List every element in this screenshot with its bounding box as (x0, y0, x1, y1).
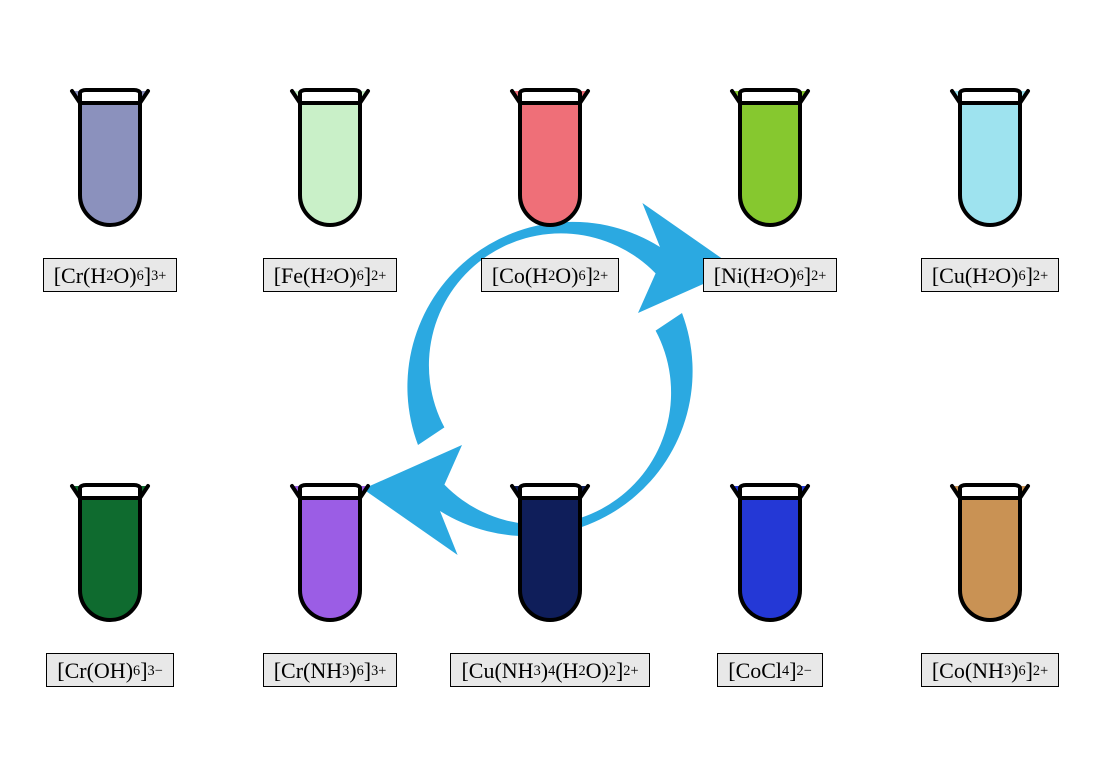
test-tube-icon (720, 85, 820, 240)
test-tube-icon (940, 85, 1040, 240)
test-tube-icon (60, 85, 160, 240)
test-tube-icon (280, 480, 380, 635)
complex-ni-h2o: [Ni(H2O)6]2+ (670, 85, 870, 292)
top-row: [Cr(H2O)6]3+ [Fe(H2O)6]2+ [Co(H2O)6]2+ [… (0, 85, 1100, 292)
complex-cu-nh3: [Cu(NH3)4(H2O)2]2+ (450, 480, 650, 687)
test-tube-icon (500, 85, 600, 240)
test-tube-icon (500, 480, 600, 635)
complex-cr-oh: [Cr(OH)6]3− (10, 480, 210, 687)
test-tube-icon (940, 480, 1040, 635)
complex-co-h2o: [Co(H2O)6]2+ (450, 85, 650, 292)
test-tube-icon (720, 480, 820, 635)
formula-label: [Co(NH3)6]2+ (921, 653, 1059, 687)
complex-co-cl: [CoCl4]2− (670, 480, 870, 687)
diagram-canvas: [Cr(H2O)6]3+ [Fe(H2O)6]2+ [Co(H2O)6]2+ [… (0, 0, 1100, 757)
complex-co-nh3: [Co(NH3)6]2+ (890, 480, 1090, 687)
formula-label: [Ni(H2O)6]2+ (703, 258, 838, 292)
complex-cr-h2o: [Cr(H2O)6]3+ (10, 85, 210, 292)
bottom-row: [Cr(OH)6]3− [Cr(NH3)6]3+ [Cu(NH3)4(H2O)2… (0, 480, 1100, 687)
formula-label: [Fe(H2O)6]2+ (263, 258, 398, 292)
formula-label: [Cr(NH3)6]3+ (263, 653, 398, 687)
formula-label: [CoCl4]2− (717, 653, 823, 687)
formula-label: [Cr(H2O)6]3+ (43, 258, 178, 292)
complex-cu-h2o: [Cu(H2O)6]2+ (890, 85, 1090, 292)
complex-fe-h2o: [Fe(H2O)6]2+ (230, 85, 430, 292)
formula-label: [Cu(H2O)6]2+ (921, 258, 1059, 292)
formula-label: [Co(H2O)6]2+ (481, 258, 619, 292)
test-tube-icon (280, 85, 380, 240)
complex-cr-nh3: [Cr(NH3)6]3+ (230, 480, 430, 687)
formula-label: [Cu(NH3)4(H2O)2]2+ (450, 653, 649, 687)
test-tube-icon (60, 480, 160, 635)
formula-label: [Cr(OH)6]3− (46, 653, 173, 687)
